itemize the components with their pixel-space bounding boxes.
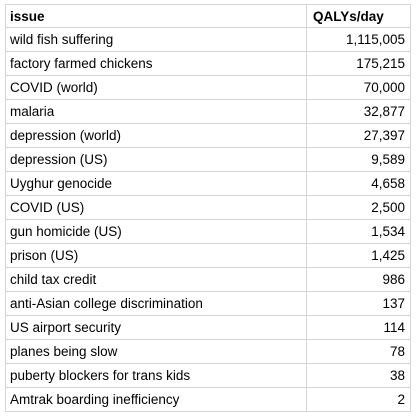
header-cell[interactable]: QALYs/day — [307, 4, 411, 28]
value-cell[interactable]: 114 — [307, 316, 411, 340]
issue-cell[interactable]: factory farmed chickens — [5, 52, 307, 76]
value-cell[interactable]: 38 — [307, 364, 411, 388]
issue-cell[interactable]: malaria — [5, 100, 307, 124]
issue-cell[interactable]: depression (world) — [5, 124, 307, 148]
issue-cell[interactable]: US airport security — [5, 316, 307, 340]
value-cell[interactable]: 4,658 — [307, 172, 411, 196]
issue-cell[interactable]: Uyghur genocide — [5, 172, 307, 196]
value-cell[interactable]: 175,215 — [307, 52, 411, 76]
value-cell[interactable]: 1,425 — [307, 244, 411, 268]
value-cell[interactable]: 1,534 — [307, 220, 411, 244]
issue-cell[interactable]: wild fish suffering — [5, 28, 307, 52]
value-cell[interactable]: 2,500 — [307, 196, 411, 220]
issue-cell[interactable]: prison (US) — [5, 244, 307, 268]
issue-cell[interactable]: COVID (US) — [5, 196, 307, 220]
issue-cell[interactable]: anti-Asian college discrimination — [5, 292, 307, 316]
issue-cell[interactable]: planes being slow — [5, 340, 307, 364]
value-cell[interactable]: 27,397 — [307, 124, 411, 148]
value-cell[interactable]: 137 — [307, 292, 411, 316]
issue-cell[interactable]: Amtrak boarding inefficiency — [5, 388, 307, 412]
issue-cell[interactable]: COVID (world) — [5, 76, 307, 100]
header-cell[interactable]: issue — [5, 4, 307, 28]
value-cell[interactable]: 32,877 — [307, 100, 411, 124]
issue-cell[interactable]: depression (US) — [5, 148, 307, 172]
issue-cell[interactable]: puberty blockers for trans kids — [5, 364, 307, 388]
issue-cell[interactable]: child tax credit — [5, 268, 307, 292]
value-cell[interactable]: 986 — [307, 268, 411, 292]
value-cell[interactable]: 9,589 — [307, 148, 411, 172]
value-cell[interactable]: 70,000 — [307, 76, 411, 100]
value-cell[interactable]: 1,115,005 — [307, 28, 411, 52]
issue-cell[interactable]: gun homicide (US) — [5, 220, 307, 244]
value-cell[interactable]: 2 — [307, 388, 411, 412]
value-cell[interactable]: 78 — [307, 340, 411, 364]
